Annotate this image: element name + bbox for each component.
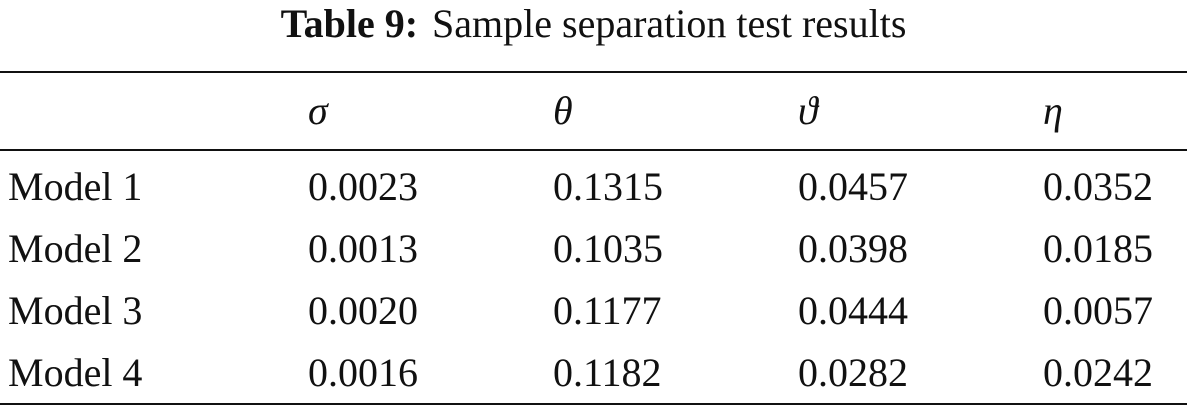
row-label: Model 1	[8, 164, 143, 209]
table-cell: 0.0020	[308, 288, 418, 333]
table-cell: 0.0457	[798, 164, 908, 209]
table-cell: 0.0185	[1043, 226, 1153, 271]
table-caption: Table 9: Sample separation test results	[0, 0, 1187, 48]
table-cell: 0.0023	[308, 164, 418, 209]
table-cell: 0.0398	[798, 226, 908, 271]
table-cell: 0.1182	[553, 350, 662, 395]
column-header: ϑ	[798, 88, 818, 133]
bottom-rule	[0, 403, 1187, 405]
mid-rule	[0, 149, 1187, 151]
caption-label: Table 9:	[280, 1, 419, 46]
row-label: Model 4	[8, 350, 143, 395]
column-header: θ	[553, 88, 573, 133]
column-header: η	[1043, 88, 1063, 133]
table-cell: 0.1035	[553, 226, 663, 271]
table-cell: 0.0352	[1043, 164, 1153, 209]
table-cell: 0.0282	[798, 350, 908, 395]
table-cell: 0.0242	[1043, 350, 1153, 395]
row-label: Model 2	[8, 226, 143, 271]
top-rule	[0, 71, 1187, 73]
table-cell: 0.1315	[553, 164, 663, 209]
table-cell: 0.0444	[798, 288, 908, 333]
table-cell: 0.0057	[1043, 288, 1153, 333]
table-cell: 0.1177	[553, 288, 662, 333]
table-cell: 0.0016	[308, 350, 418, 395]
column-header: σ	[308, 88, 328, 133]
row-label: Model 3	[8, 288, 143, 333]
caption-text: Sample separation test results	[432, 1, 907, 46]
table-cell: 0.0013	[308, 226, 418, 271]
